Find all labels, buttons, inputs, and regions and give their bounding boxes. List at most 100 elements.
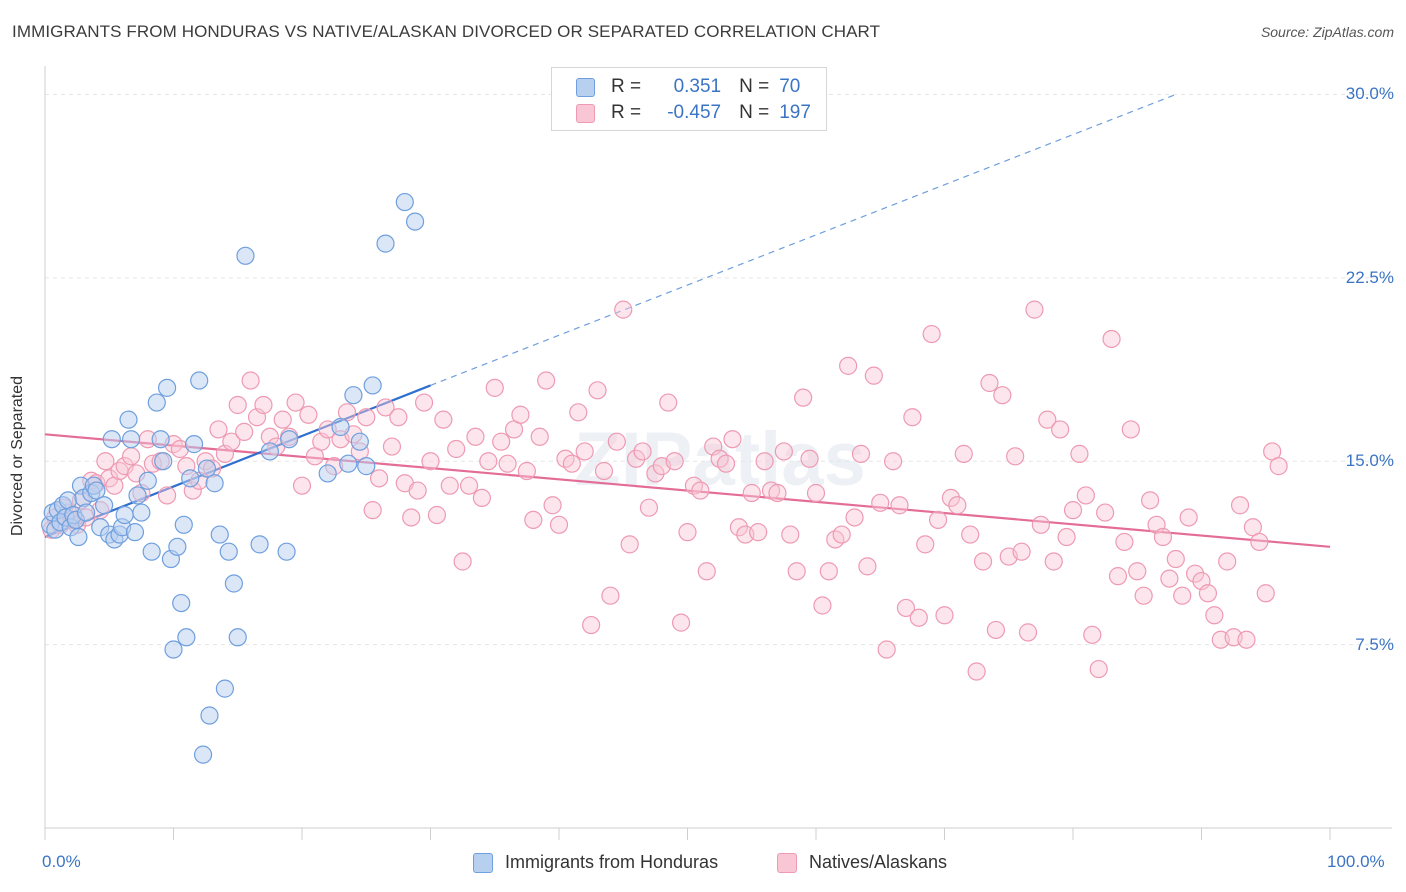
point-honduras bbox=[250, 535, 269, 554]
point-native bbox=[607, 432, 626, 451]
point-honduras bbox=[224, 574, 243, 593]
point-native bbox=[646, 464, 665, 483]
legend-n-value: 70 bbox=[779, 76, 801, 97]
x-tick-label-max: 100.0% bbox=[1327, 852, 1385, 871]
point-native bbox=[781, 525, 800, 544]
point-honduras bbox=[357, 457, 376, 476]
point-native bbox=[845, 508, 864, 527]
point-native bbox=[954, 444, 973, 463]
point-native bbox=[967, 662, 986, 681]
point-honduras bbox=[121, 430, 141, 449]
point-native bbox=[537, 371, 556, 390]
point-native bbox=[903, 408, 922, 427]
point-honduras bbox=[376, 234, 395, 253]
point-native bbox=[1185, 564, 1205, 583]
point-native bbox=[1018, 623, 1038, 642]
point-native bbox=[273, 410, 292, 429]
point-native bbox=[363, 501, 382, 520]
point-honduras bbox=[395, 192, 414, 212]
point-native bbox=[1051, 420, 1070, 439]
point-honduras bbox=[87, 481, 106, 500]
point-native bbox=[986, 620, 1006, 640]
point-honduras bbox=[142, 542, 161, 561]
point-native bbox=[511, 405, 530, 424]
series-legend-honduras[interactable]: Immigrants from Honduras bbox=[473, 852, 718, 873]
point-native bbox=[209, 420, 228, 439]
point-native bbox=[1128, 562, 1147, 581]
series-swatch-pink bbox=[777, 852, 797, 873]
point-native bbox=[614, 300, 633, 319]
legend-row-honduras: R = 0.351 N = 70 bbox=[576, 75, 800, 99]
point-native bbox=[890, 496, 909, 515]
source-label: Source: ZipAtlas.com bbox=[1260, 24, 1394, 40]
point-native bbox=[806, 483, 826, 503]
point-native bbox=[241, 371, 260, 390]
point-native bbox=[774, 442, 793, 461]
point-honduras bbox=[331, 417, 350, 437]
point-honduras bbox=[363, 376, 382, 395]
legend-swatch-blue bbox=[576, 77, 595, 97]
point-native bbox=[768, 483, 787, 503]
data-points bbox=[41, 192, 1288, 764]
point-honduras bbox=[119, 410, 138, 429]
point-native bbox=[755, 452, 774, 471]
point-native bbox=[639, 498, 659, 517]
point-honduras bbox=[132, 503, 151, 522]
point-native bbox=[235, 422, 254, 441]
point-honduras bbox=[174, 515, 193, 534]
point-honduras bbox=[318, 464, 337, 483]
point-native bbox=[1230, 496, 1250, 515]
point-native bbox=[222, 432, 241, 451]
series-swatch-blue bbox=[473, 852, 493, 873]
point-honduras bbox=[128, 486, 147, 505]
point-native bbox=[569, 403, 588, 422]
point-native bbox=[794, 388, 813, 407]
point-honduras bbox=[77, 503, 96, 522]
y-tick-label: 7.5% bbox=[1355, 634, 1394, 654]
point-honduras bbox=[339, 454, 358, 473]
point-native bbox=[1218, 552, 1237, 571]
y-tick-label: 30.0% bbox=[1345, 84, 1394, 104]
point-honduras bbox=[190, 371, 209, 390]
point-native bbox=[697, 562, 716, 581]
point-honduras bbox=[210, 525, 229, 544]
point-honduras bbox=[344, 386, 363, 405]
point-native bbox=[948, 496, 967, 515]
x-tick-label-min: 0.0% bbox=[42, 852, 81, 871]
point-native bbox=[980, 373, 999, 393]
point-native bbox=[787, 562, 806, 581]
point-native bbox=[800, 449, 819, 468]
point-native bbox=[1089, 659, 1108, 679]
point-honduras bbox=[193, 745, 213, 764]
point-honduras bbox=[350, 432, 369, 451]
correlation-legend: R = 0.351 N = 70 R = -0.457 N = 197 bbox=[551, 67, 827, 131]
point-honduras bbox=[205, 474, 224, 493]
point-native bbox=[588, 381, 607, 400]
point-honduras bbox=[280, 430, 299, 449]
legend-n-label: N = bbox=[739, 102, 770, 123]
point-native bbox=[440, 476, 459, 495]
point-native bbox=[1083, 625, 1102, 644]
point-native bbox=[1173, 586, 1192, 605]
point-native bbox=[1070, 444, 1089, 463]
point-native bbox=[1250, 532, 1269, 552]
watermark: ZIPatlas bbox=[574, 417, 865, 502]
series-legend-natives[interactable]: Natives/Alaskans bbox=[777, 852, 947, 873]
point-native bbox=[376, 398, 395, 417]
point-native bbox=[1044, 552, 1063, 571]
point-native bbox=[742, 483, 761, 503]
point-native bbox=[292, 476, 312, 495]
point-native bbox=[909, 608, 928, 627]
point-native bbox=[485, 378, 504, 397]
series-legend-label: Immigrants from Honduras bbox=[505, 852, 719, 872]
point-native bbox=[524, 510, 543, 530]
point-native bbox=[620, 535, 639, 554]
point-honduras bbox=[102, 430, 121, 449]
point-native bbox=[562, 454, 581, 473]
point-native bbox=[1076, 486, 1095, 505]
point-honduras bbox=[200, 706, 219, 725]
point-native bbox=[434, 410, 453, 429]
point-native bbox=[1031, 515, 1050, 534]
point-native bbox=[749, 523, 768, 542]
